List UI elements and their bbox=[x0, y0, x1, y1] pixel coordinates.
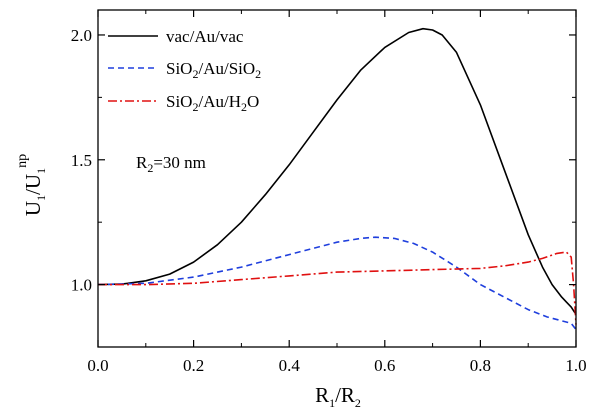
y-label-sup: np bbox=[15, 154, 30, 168]
legend-label-part: 2 bbox=[192, 100, 198, 114]
annotation-sub: 2 bbox=[147, 161, 153, 175]
radius-annotation: R2=30 nm bbox=[136, 153, 206, 175]
legend-label-part: SiO bbox=[166, 59, 192, 78]
series-line-3 bbox=[98, 251, 577, 325]
legend-label-1: vac/Au/vac bbox=[166, 27, 244, 46]
legend-label-3: SiO2/Au/H2O bbox=[166, 92, 259, 114]
y-tick-label: 2.0 bbox=[71, 26, 92, 45]
x-tick-label: 0.6 bbox=[374, 356, 395, 375]
axes: 0.0 0.2 0.4 0.6 0.8 1.0 1.0 1.5 2.0 bbox=[71, 9, 587, 375]
x-label-main: R bbox=[315, 383, 329, 407]
annotation-main: R bbox=[136, 153, 148, 172]
y-tick-label: 1.0 bbox=[71, 276, 92, 295]
y-axis-label: U1/U1np bbox=[15, 154, 48, 216]
legend-label-part: SiO bbox=[166, 92, 192, 111]
x-tick-label: 0.0 bbox=[87, 356, 108, 375]
y-label-sub1: 1 bbox=[34, 195, 48, 201]
legend-label-part: /Au/H bbox=[198, 92, 241, 111]
legend-label-part: vac/Au/vac bbox=[166, 27, 244, 46]
y-label-mid: /U bbox=[21, 174, 45, 195]
legend-label-part: 2 bbox=[192, 67, 198, 81]
x-label-sub2: 2 bbox=[355, 396, 361, 410]
x-label-sub1: 1 bbox=[329, 396, 335, 410]
plot-area bbox=[97, 27, 577, 330]
series-line-2 bbox=[97, 236, 577, 330]
x-tick-label: 0.2 bbox=[183, 356, 204, 375]
annotation-rest: =30 nm bbox=[153, 153, 206, 172]
y-label-main: U bbox=[21, 201, 45, 216]
legend-label-2: SiO2/Au/SiO2 bbox=[166, 59, 261, 81]
legend-label-part: O bbox=[247, 92, 259, 111]
y-label-sub2: 1 bbox=[34, 168, 48, 174]
x-tick-label: 0.4 bbox=[279, 356, 301, 375]
x-label-mid: /R bbox=[335, 383, 355, 407]
legend-label-part: 2 bbox=[241, 100, 247, 114]
legend-label-part: /Au/SiO bbox=[198, 59, 255, 78]
y-tick-label: 1.5 bbox=[71, 151, 92, 170]
x-tick-label: 1.0 bbox=[565, 356, 586, 375]
x-axis-label: R1/R2 bbox=[315, 383, 361, 410]
series-line-1 bbox=[97, 27, 577, 315]
legend-label-part: 2 bbox=[255, 67, 261, 81]
x-tick-label: 0.8 bbox=[470, 356, 491, 375]
